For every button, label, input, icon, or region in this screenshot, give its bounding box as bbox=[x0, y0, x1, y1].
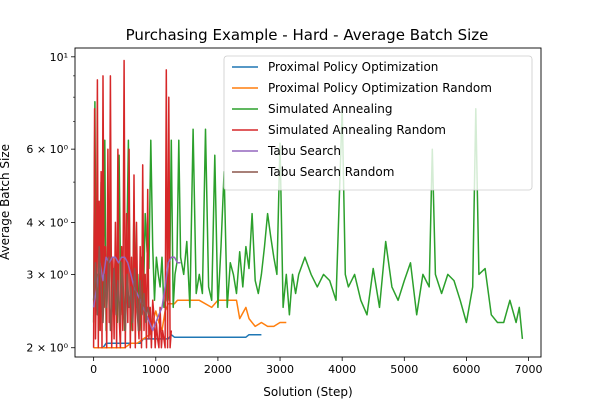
x-axis-label: Solution (Step) bbox=[263, 385, 352, 399]
legend-entry: Tabu Search Random bbox=[267, 165, 394, 179]
plot-frame bbox=[74, 47, 542, 358]
series-line-0 bbox=[93, 333, 262, 349]
y-tick-label: 3 × 10⁰ bbox=[26, 268, 68, 281]
legend-box bbox=[223, 55, 533, 191]
y-tick-label: 4 × 10⁰ bbox=[26, 216, 68, 229]
legend-entry: Proximal Policy Optimization bbox=[268, 60, 438, 74]
chart-title: Purchasing Example - Hard - Average Batc… bbox=[126, 26, 489, 44]
x-tick-label: 0 bbox=[90, 363, 97, 376]
y-axis-label: Average Batch Size bbox=[0, 144, 12, 260]
x-tick-label: 4000 bbox=[328, 363, 356, 376]
x-tick-label: 5000 bbox=[390, 363, 418, 376]
x-tick-label: 1000 bbox=[142, 363, 170, 376]
y-tick-label: 10¹ bbox=[50, 51, 68, 64]
y-tick-label: 2 × 10⁰ bbox=[26, 342, 68, 355]
legend-entry: Simulated Annealing Random bbox=[268, 123, 446, 137]
x-tick-label: 6000 bbox=[452, 363, 480, 376]
x-tick-label: 7000 bbox=[515, 363, 543, 376]
legend-entry: Simulated Annealing bbox=[268, 102, 393, 116]
series-line-5 bbox=[92, 245, 151, 332]
legend-entry: Tabu Search bbox=[267, 144, 341, 158]
legend: Proximal Policy Optimization Proximal Pol… bbox=[223, 55, 533, 191]
x-axis: 0 1000 2000 3000 4000 5000 6000 7000 bbox=[90, 357, 543, 376]
y-tick-label: 6 × 10⁰ bbox=[26, 143, 68, 156]
y-axis: 2 × 10⁰ 3 × 10⁰ 4 × 10⁰ 6 × 10⁰ 10¹ bbox=[26, 51, 75, 355]
x-tick-label: 2000 bbox=[204, 363, 232, 376]
legend-entry: Proximal Policy Optimization Random bbox=[268, 81, 492, 95]
x-tick-label: 3000 bbox=[266, 363, 294, 376]
